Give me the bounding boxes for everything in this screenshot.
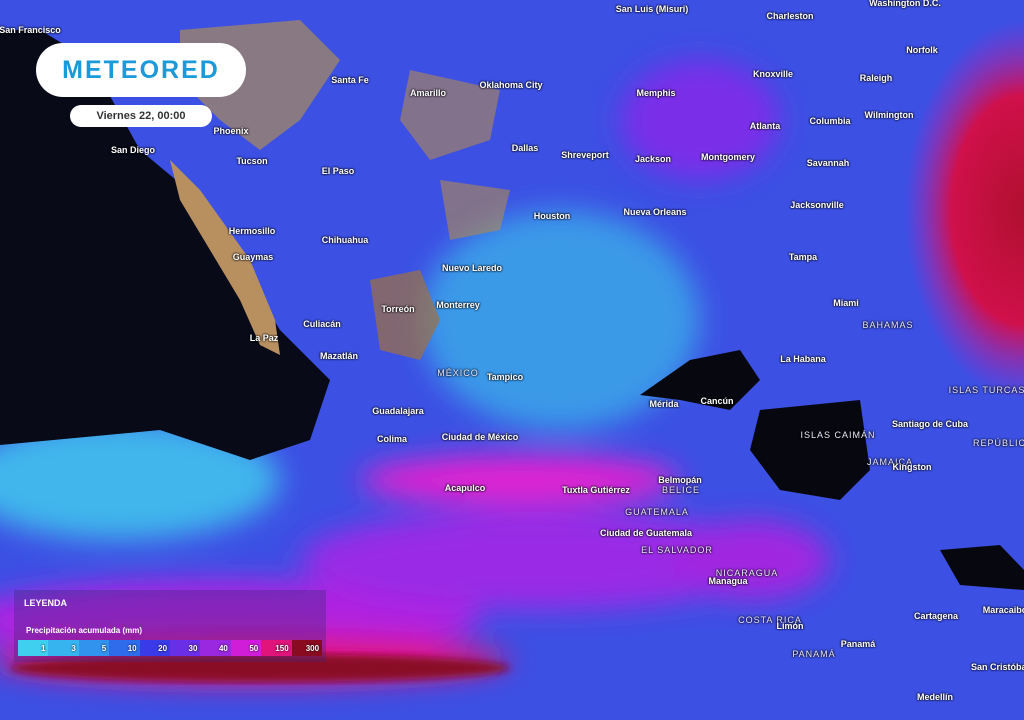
city-label: Montgomery — [701, 152, 755, 162]
city-label: Kingston — [892, 462, 932, 472]
city-label: Maracaibo — [982, 605, 1024, 615]
city-label: Knoxville — [752, 69, 794, 79]
city-label: Phoenix — [213, 126, 249, 136]
country-label: GUATEMALA — [625, 507, 689, 517]
city-label: Washington D.C. — [869, 0, 941, 8]
legend-step: 50 — [230, 640, 262, 656]
city-label: Tuxtla Gutiérrez — [562, 485, 630, 495]
city-label: La Habana — [780, 354, 826, 364]
city-label: Culiacán — [303, 319, 341, 329]
legend-title: Precipitación acumulada (mm) — [26, 626, 143, 635]
city-label: San Cristóbal — [970, 662, 1024, 672]
legend-step: 5 — [78, 640, 110, 656]
city-label: La Paz — [249, 333, 279, 343]
city-label: Hermosillo — [228, 226, 276, 236]
legend-step: 10 — [109, 640, 140, 656]
city-label: Acapulco — [444, 483, 486, 493]
city-label: Jacksonville — [790, 200, 844, 210]
city-label: Ciudad de México — [441, 432, 519, 442]
city-label: Guaymas — [232, 252, 274, 262]
legend-step: 1 — [18, 640, 49, 656]
city-label: Colima — [376, 434, 408, 444]
pacific-dry — [0, 30, 330, 460]
city-label: San Luis (Misuri) — [615, 4, 689, 14]
city-label: Tampico — [486, 372, 524, 382]
city-label: Jackson — [634, 154, 672, 164]
city-label: Columbia — [809, 116, 851, 126]
country-label: EL SALVADOR — [641, 545, 713, 555]
city-label: San Diego — [110, 145, 156, 155]
logo[interactable]: METEORED — [36, 43, 246, 97]
city-label: Savannah — [806, 158, 850, 168]
hurricane — [904, 20, 1024, 400]
country-label: NICARAGUA — [715, 568, 779, 578]
city-label: Santa Fe — [331, 75, 369, 85]
country-label: JAMAICA — [866, 457, 914, 467]
legend-step: 150 — [261, 640, 292, 656]
city-label: Wilmington — [864, 110, 914, 120]
city-label: Chihuahua — [321, 235, 369, 245]
legend-step: 300 — [291, 640, 323, 656]
country-label: MÉXICO — [437, 368, 479, 378]
country-label: COSTA RICA — [738, 615, 802, 625]
city-label: Monterrey — [436, 300, 480, 310]
city-label: Torreón — [381, 304, 415, 314]
yucatan-dry — [640, 350, 760, 410]
city-label: Amarillo — [409, 88, 447, 98]
legend-heading: LEYENDA — [24, 598, 68, 608]
city-label: Medellín — [916, 692, 954, 702]
city-label: Cartagena — [913, 611, 959, 621]
city-label: Houston — [533, 211, 571, 221]
caribbean-dry — [750, 400, 870, 500]
city-label: Tucson — [236, 156, 268, 166]
city-label: Atlanta — [749, 121, 781, 131]
heavy-rain — [10, 654, 510, 682]
legend-step: 40 — [200, 640, 231, 656]
city-label: Guadalajara — [372, 406, 424, 416]
city-label: Nueva Orleans — [623, 207, 687, 217]
city-label: Nuevo Laredo — [441, 263, 503, 273]
city-label: Dallas — [511, 143, 539, 153]
caribbean-dry — [940, 545, 1024, 590]
city-label: Ciudad de Guatemala — [599, 528, 693, 538]
legend-step: 20 — [139, 640, 171, 656]
country-label: ISLAS CAIMÁN — [800, 430, 876, 440]
date-badge[interactable]: Viernes 22, 00:00 — [70, 105, 212, 127]
country-label: PANAMÁ — [792, 649, 836, 659]
legend-bar: 1 3 5 10 20 30 40 50 150 300 — [18, 640, 323, 656]
city-label: Charleston — [766, 11, 814, 21]
city-label: Oklahoma City — [479, 80, 543, 90]
city-label: Limón — [776, 621, 804, 631]
country-label: REPÚBLICA — [972, 438, 1024, 448]
city-label: Managua — [708, 576, 748, 586]
city-label: Miami — [833, 298, 859, 308]
baja-california — [170, 160, 280, 355]
city-label: Tampa — [788, 252, 818, 262]
city-label: El Paso — [321, 166, 355, 176]
city-label: Shreveport — [561, 150, 609, 160]
city-label: Norfolk — [906, 45, 938, 55]
land — [440, 180, 510, 240]
city-label: San Francisco — [0, 25, 61, 35]
country-label: BAHAMAS — [862, 320, 914, 330]
city-label: Cancún — [700, 396, 734, 406]
legend-step: 3 — [48, 640, 79, 656]
legend-step: 30 — [170, 640, 201, 656]
country-label: ISLAS TURCAS — [948, 385, 1024, 395]
city-label: Belmopán — [658, 475, 702, 485]
city-label: Santiago de Cuba — [891, 419, 969, 429]
city-label: Mazatlán — [319, 351, 359, 361]
city-label: Panamá — [840, 639, 876, 649]
city-label: Memphis — [636, 88, 676, 98]
city-label: Raleigh — [859, 73, 893, 83]
land — [370, 270, 440, 360]
country-label: BELICE — [661, 485, 701, 495]
land — [400, 70, 500, 160]
city-label: Mérida — [649, 399, 679, 409]
